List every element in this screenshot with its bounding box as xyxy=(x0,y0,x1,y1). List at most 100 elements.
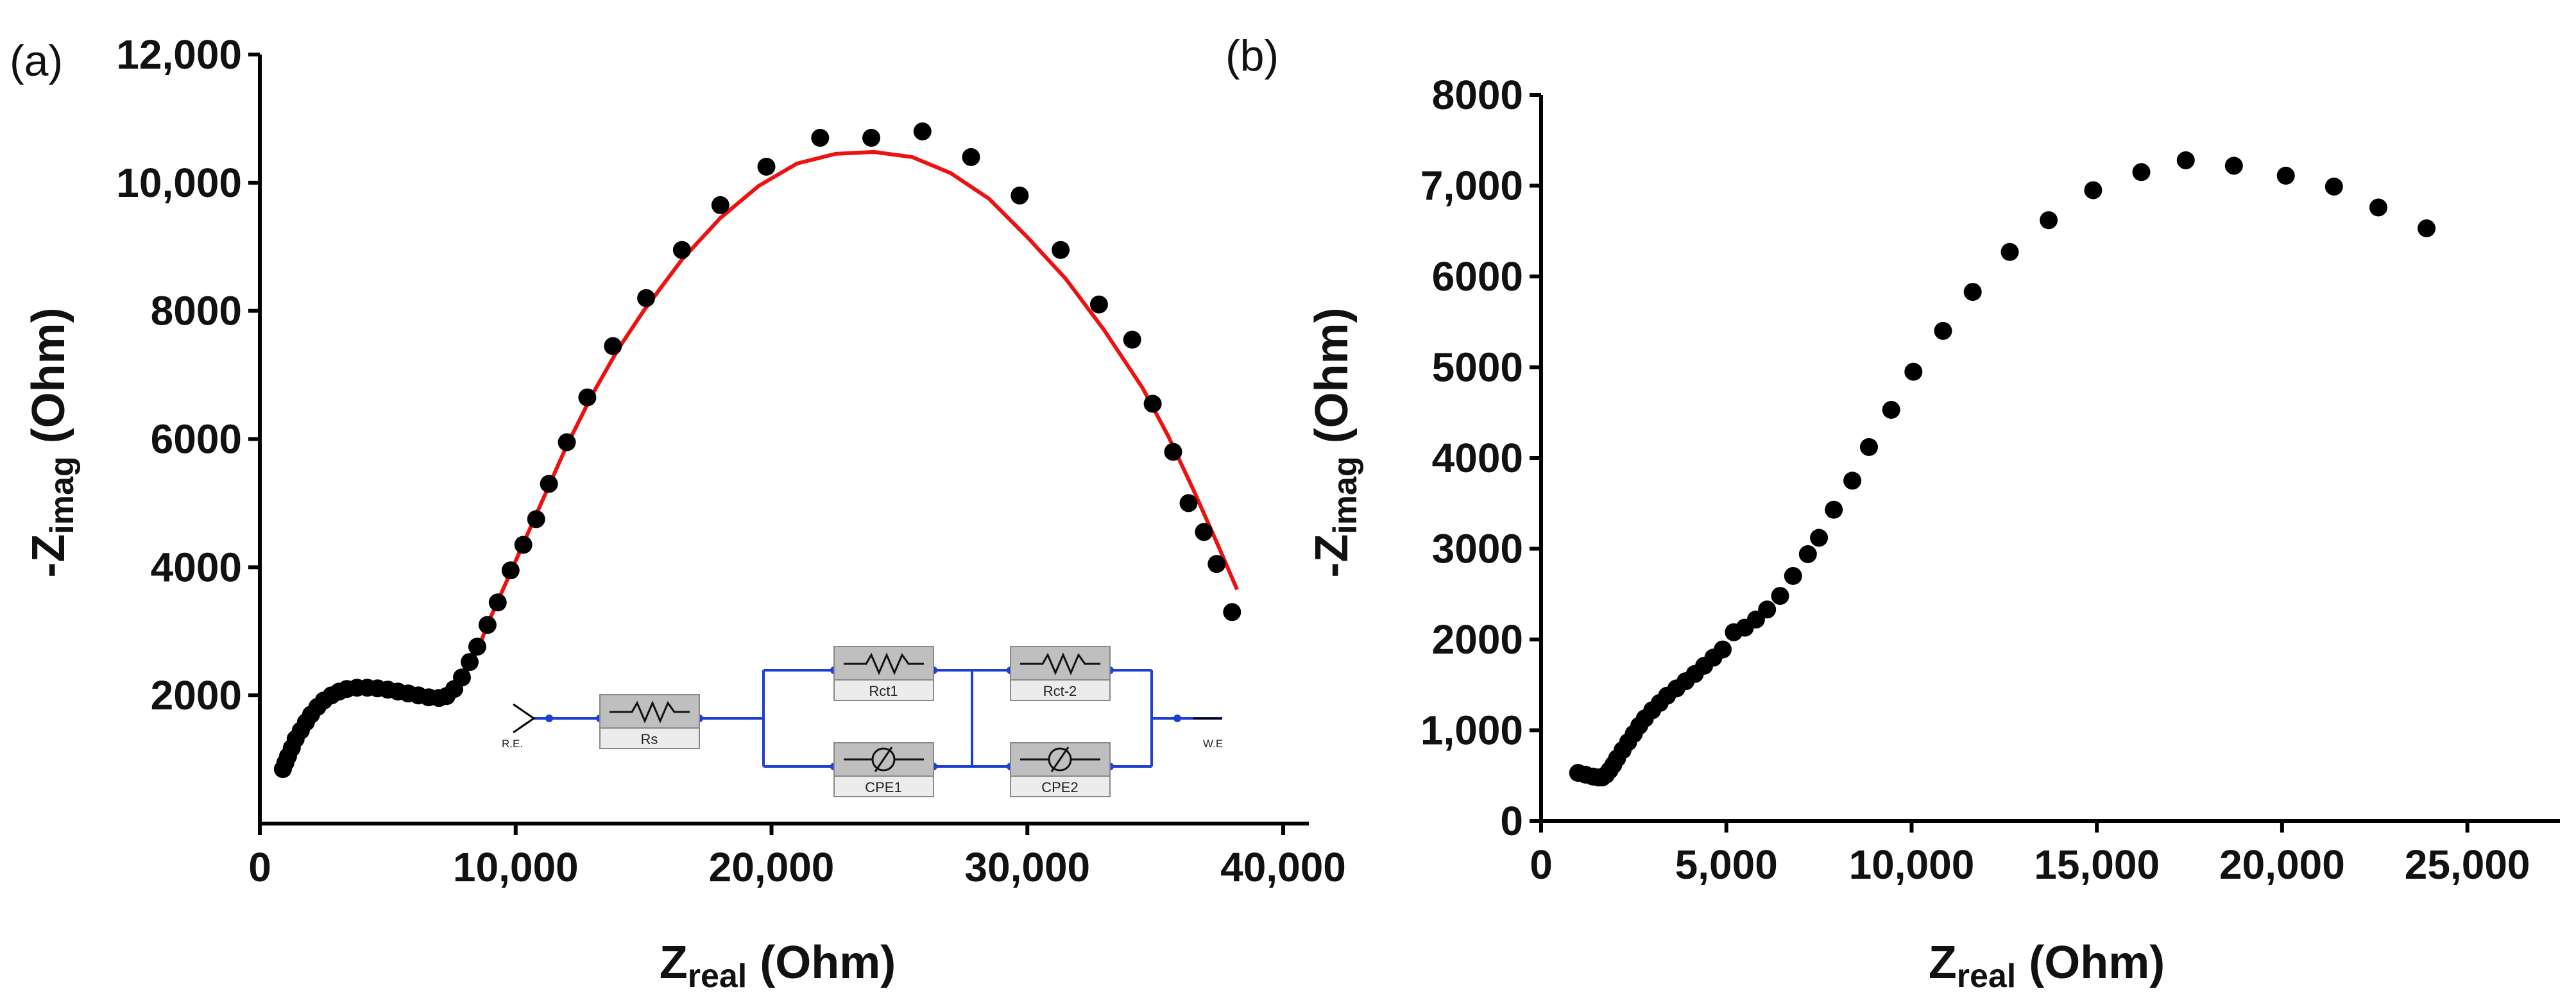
constant-phase-element-icon xyxy=(844,747,924,772)
circuit-label-we: W.E xyxy=(1203,738,1223,750)
reference-electrode-arrow-icon xyxy=(513,703,536,734)
panel-b-x-ticks: 0 5,000 10,000 15,000 20,000 25,000 xyxy=(1530,821,2530,888)
panel-a-data-point xyxy=(757,157,776,176)
panel-a-data-point xyxy=(1052,241,1070,259)
panel-a-x-tick-label: 0 xyxy=(248,844,271,890)
panel-a-tag: (a) xyxy=(10,37,63,85)
panel-a-data-point xyxy=(1164,443,1182,461)
circuit-label-rs: Rs xyxy=(641,731,658,747)
panel-b-data-point xyxy=(1784,567,1802,585)
panel-a-y-tick-label: 12,000 xyxy=(116,31,242,78)
panel-a-data-point xyxy=(1089,295,1108,314)
panel-a-y-tick-label: 4000 xyxy=(151,544,242,590)
panel-a-data-point xyxy=(468,638,486,656)
panel-b-data-point xyxy=(1771,587,1789,605)
panel-b-data-point xyxy=(1860,438,1878,456)
resistor-icon xyxy=(844,652,924,675)
panel-b-y-tick-label: 4000 xyxy=(1432,435,1523,481)
panel-b-data-point xyxy=(2276,166,2295,185)
panel-a-data-point xyxy=(811,128,830,147)
panel-b-tag: (b) xyxy=(1225,31,1279,80)
panel-a-measured-series xyxy=(273,122,1241,779)
panel-a-data-point xyxy=(527,510,545,529)
panel-a-data-point xyxy=(1143,394,1162,413)
circuit-element-rs: Rs xyxy=(599,694,700,749)
panel-a-chart: (a) 2000 4000 6000 8000 10,000 12,000 0 10,000… xyxy=(10,31,1346,995)
panel-b-data-point xyxy=(2000,242,2019,261)
resistor-icon xyxy=(1020,652,1100,675)
panel-b-data-point xyxy=(1934,321,1952,340)
panel-a-data-point xyxy=(1223,603,1241,622)
panel-b-data-point xyxy=(2040,211,2058,230)
panel-b-data-point xyxy=(1825,500,1843,519)
panel-a-x-tick-label: 10,000 xyxy=(453,844,579,890)
resistor-icon xyxy=(610,700,690,724)
panel-a-y-tick-label: 2000 xyxy=(151,672,242,718)
panel-b-data-point xyxy=(1714,640,1732,659)
panel-a-x-ticks: 0 10,000 20,000 30,000 40,000 xyxy=(248,824,1346,890)
panel-a-data-point xyxy=(604,337,622,355)
panel-b-y-tick-label: 0 xyxy=(1500,798,1523,844)
panel-a-x-tick-label: 40,000 xyxy=(1220,844,1346,890)
circuit-label-cpe1: CPE1 xyxy=(865,779,901,795)
circuit-label-rct1: Rct1 xyxy=(869,683,898,699)
panel-b-data-point xyxy=(1798,545,1817,563)
panel-b-data-point xyxy=(1843,471,1862,490)
panel-a-data-point xyxy=(501,561,520,580)
panel-b-data-point xyxy=(2369,198,2387,217)
panel-b-x-tick-label: 15,000 xyxy=(2034,842,2160,888)
circuit-label-rct2: Rct-2 xyxy=(1043,683,1077,699)
panel-b-x-axis-title: Zreal (Ohm) xyxy=(1929,937,2165,995)
panel-a-data-point xyxy=(453,668,471,687)
panel-b-x-tick-label: 20,000 xyxy=(2219,842,2345,888)
panel-b-x-tick-label: 10,000 xyxy=(1849,842,1975,888)
panel-a-data-point xyxy=(1179,494,1198,512)
panel-a-y-axis-title: -Zimag (Ohm) xyxy=(23,307,81,577)
panel-b-y-tick-label: 3000 xyxy=(1432,526,1523,572)
panel-b-data-point xyxy=(1758,600,1777,619)
circuit-element-rct2: Rct-2 xyxy=(1010,646,1111,701)
panel-b-data-point xyxy=(2176,151,2195,169)
panel-a-y-tick-label: 8000 xyxy=(151,288,242,334)
panel-a-data-point xyxy=(461,653,479,672)
panel-a-x-axis-title: Zreal (Ohm) xyxy=(660,937,896,995)
panel-a-x-tick-label: 20,000 xyxy=(709,844,835,890)
panel-b-data-point xyxy=(2224,157,2243,175)
panel-b-data-point xyxy=(2132,163,2151,182)
panel-a-data-point xyxy=(862,128,880,147)
circuit-element-rct1: Rct1 xyxy=(833,646,934,701)
panel-b-y-tick-label: 8000 xyxy=(1432,72,1523,118)
panel-a-data-point xyxy=(1123,330,1141,349)
panel-a-data-point xyxy=(514,536,533,554)
panel-b-data-point xyxy=(1963,283,1982,301)
panel-b-y-tick-label: 1,000 xyxy=(1420,707,1523,754)
panel-b-x-tick-label: 5,000 xyxy=(1675,842,1778,888)
panel-a-data-point xyxy=(478,616,497,634)
panel-b-y-tick-label: 2000 xyxy=(1432,616,1523,663)
panel-a-y-tick-label: 10,000 xyxy=(116,160,242,206)
panel-a-data-point xyxy=(578,388,597,407)
panel-b-data-point xyxy=(1810,529,1829,547)
panel-a-data-point xyxy=(672,241,691,259)
panel-b-y-axis-title: -Zimag (Ohm) xyxy=(1306,307,1364,577)
circuit-label-cpe2: CPE2 xyxy=(1041,779,1078,795)
panel-a-x-tick-label: 30,000 xyxy=(964,844,1090,890)
panel-a-y-tick-label: 6000 xyxy=(151,416,242,462)
panel-a-data-point xyxy=(637,289,656,307)
panel-b-x-tick-label: 0 xyxy=(1530,842,1553,888)
panel-a-data-point xyxy=(488,593,507,612)
panel-a-data-point xyxy=(962,148,980,166)
panel-a-data-point xyxy=(1195,523,1213,541)
constant-phase-element-icon xyxy=(1020,747,1100,772)
panel-b-measured-series xyxy=(1569,151,2436,787)
panel-b-data-point xyxy=(1904,362,1923,381)
panel-a-data-point xyxy=(1207,555,1226,573)
panel-b-data-point xyxy=(2324,177,2343,196)
panel-b-y-tick-label: 6000 xyxy=(1432,253,1523,300)
panel-b-y-tick-label: 7,000 xyxy=(1420,163,1523,209)
panel-a-y-ticks: 2000 4000 6000 8000 10,000 12,000 xyxy=(116,31,260,718)
circuit-element-cpe1: CPE1 xyxy=(833,742,934,797)
panel-b-chart: (b) 01,000200030004000500060007,0008000 … xyxy=(1225,31,2560,995)
panel-b-y-ticks: 0 1,000 2000 3000 4000 5000 6000 7,000 8000 xyxy=(1420,72,1541,844)
panel-a-data-point xyxy=(540,475,558,493)
